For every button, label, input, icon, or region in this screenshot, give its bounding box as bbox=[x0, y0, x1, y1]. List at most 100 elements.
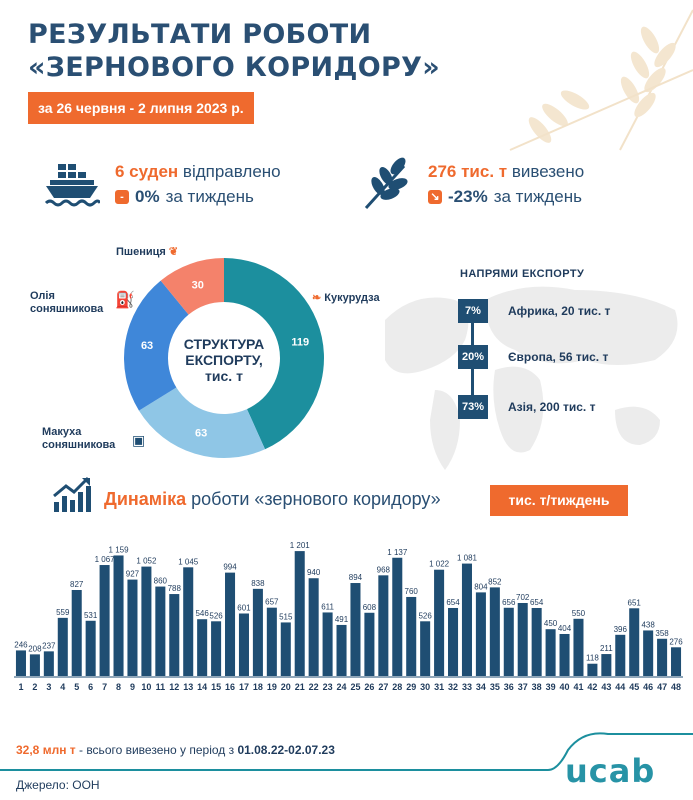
bar-week-27 bbox=[378, 575, 389, 676]
bar-week-19 bbox=[266, 607, 277, 676]
x-tick-label: 7 bbox=[102, 682, 107, 692]
bar-value-label: 526 bbox=[418, 611, 432, 620]
ucab-logo: ucab bbox=[565, 752, 656, 790]
tons-text: вивезено bbox=[511, 162, 585, 181]
x-tick-label: 17 bbox=[239, 682, 249, 692]
x-tick-label: 48 bbox=[671, 682, 681, 692]
bar-value-label: 994 bbox=[223, 563, 237, 572]
bar-week-11 bbox=[155, 586, 166, 676]
x-tick-label: 13 bbox=[183, 682, 193, 692]
growth-chart-icon bbox=[53, 476, 91, 512]
bar-value-label: 852 bbox=[488, 577, 502, 586]
bar-week-26 bbox=[364, 612, 375, 676]
period-badge: за 26 червня - 2 липня 2023 р. bbox=[28, 92, 254, 124]
donut-center-label: СТРУКТУРА ЕКСПОРТУ, тис. т bbox=[174, 336, 274, 384]
x-tick-label: 6 bbox=[88, 682, 93, 692]
bar-value-label: 788 bbox=[168, 584, 182, 593]
x-tick-label: 28 bbox=[392, 682, 402, 692]
center-line-1: СТРУКТУРА bbox=[183, 336, 265, 352]
donut-slice-2 bbox=[124, 280, 189, 411]
x-tick-label: 27 bbox=[378, 682, 388, 692]
bar-week-9 bbox=[127, 579, 138, 676]
bar-week-31 bbox=[434, 569, 445, 676]
title-line-2: «ЗЕРНОВОГО КОРИДОРУ» bbox=[28, 52, 440, 83]
bar-value-label: 1 201 bbox=[290, 541, 311, 550]
dynamics-title: Динаміка роботи «зернового коридору» bbox=[104, 489, 441, 510]
minus-badge-icon: - bbox=[115, 190, 129, 204]
bar-week-13 bbox=[183, 567, 194, 676]
x-tick-label: 40 bbox=[560, 682, 570, 692]
donut-slice-value-3: 30 bbox=[192, 280, 204, 292]
grain-icon bbox=[364, 157, 408, 210]
bar-week-14 bbox=[197, 619, 208, 676]
x-tick-label: 19 bbox=[267, 682, 277, 692]
x-tick-label: 35 bbox=[490, 682, 500, 692]
meal-package-icon: ▣ bbox=[132, 432, 146, 448]
bar-week-28 bbox=[392, 557, 403, 676]
x-tick-label: 44 bbox=[615, 682, 625, 692]
wheat-decoration-icon bbox=[509, 9, 693, 151]
total-exported: 32,8 млн т - всього вивезено у період з … bbox=[16, 743, 335, 757]
bar-week-10 bbox=[141, 566, 152, 676]
donut-slice-value-1: 63 bbox=[195, 428, 207, 440]
bar-week-43 bbox=[601, 654, 612, 676]
bar-week-3 bbox=[43, 651, 54, 676]
bar-value-label: 760 bbox=[405, 587, 419, 596]
bar-value-label: 276 bbox=[669, 637, 683, 646]
ships-change: - 0% за тиждень bbox=[115, 187, 254, 207]
tons-change: ↘ -23% за тиждень bbox=[428, 187, 582, 207]
corn-icon: ❧ bbox=[312, 292, 322, 304]
x-tick-label: 29 bbox=[406, 682, 416, 692]
tons-value: 276 тис. т bbox=[428, 162, 508, 181]
x-tick-label: 36 bbox=[504, 682, 514, 692]
bar-value-label: 404 bbox=[558, 624, 572, 633]
bar-week-24 bbox=[336, 624, 347, 676]
bar-week-37 bbox=[517, 602, 528, 676]
title-line-1: РЕЗУЛЬТАТИ РОБОТИ bbox=[28, 19, 372, 50]
bar-value-label: 657 bbox=[265, 598, 279, 607]
x-tick-label: 47 bbox=[657, 682, 667, 692]
bar-value-label: 968 bbox=[377, 565, 391, 574]
bar-week-29 bbox=[406, 596, 417, 676]
bar-week-48 bbox=[671, 647, 682, 676]
bar-value-label: 450 bbox=[544, 619, 558, 628]
bar-week-44 bbox=[615, 634, 626, 676]
bar-value-label: 940 bbox=[307, 568, 321, 577]
ships-value: 6 суден bbox=[115, 162, 179, 181]
direction-africa-pct: 7% bbox=[458, 299, 488, 323]
bar-week-15 bbox=[211, 621, 222, 676]
bar-value-label: 559 bbox=[56, 608, 70, 617]
x-tick-label: 33 bbox=[462, 682, 472, 692]
directions-title: НАПРЯМИ ЕКСПОРТУ bbox=[460, 268, 585, 280]
bar-value-label: 1 022 bbox=[429, 560, 450, 569]
direction-europe-label: Європа, 56 тис. т bbox=[508, 350, 609, 364]
unit-badge: тис. т/тиждень bbox=[490, 485, 628, 516]
direction-asia-label: Азія, 200 тис. т bbox=[508, 400, 596, 414]
bar-week-45 bbox=[629, 608, 640, 676]
bar-value-label: 358 bbox=[655, 629, 669, 638]
bar-week-42 bbox=[587, 663, 598, 676]
bar-value-label: 608 bbox=[363, 603, 377, 612]
ships-change-value: 0% bbox=[135, 187, 160, 206]
x-tick-label: 39 bbox=[546, 682, 556, 692]
bar-week-25 bbox=[350, 583, 361, 676]
bar-value-label: 531 bbox=[84, 611, 98, 620]
x-tick-label: 34 bbox=[476, 682, 486, 692]
donut-slice-value-0: 119 bbox=[291, 337, 309, 349]
tons-stat: 276 тис. т вивезено bbox=[428, 162, 584, 182]
bar-value-label: 651 bbox=[628, 598, 642, 607]
bar-value-label: 827 bbox=[70, 580, 84, 589]
page-title: РЕЗУЛЬТАТИ РОБОТИ «ЗЕРНОВОГО КОРИДОРУ» bbox=[28, 18, 440, 84]
bar-week-4 bbox=[57, 617, 68, 676]
x-tick-label: 22 bbox=[309, 682, 319, 692]
bar-week-40 bbox=[559, 633, 570, 676]
bar-week-38 bbox=[531, 607, 542, 676]
bar-value-label: 211 bbox=[600, 644, 613, 653]
bar-week-2 bbox=[29, 654, 40, 676]
x-tick-label: 18 bbox=[253, 682, 263, 692]
x-tick-label: 10 bbox=[141, 682, 151, 692]
bar-value-label: 246 bbox=[14, 640, 28, 649]
bar-value-label: 438 bbox=[641, 620, 655, 629]
x-tick-label: 14 bbox=[197, 682, 207, 692]
